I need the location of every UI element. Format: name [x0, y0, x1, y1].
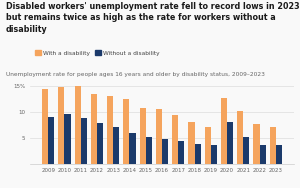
Bar	[205, 127, 211, 164]
Text: Disabled workers' unemployment rate fell to record lows in 2023
but remains twic: Disabled workers' unemployment rate fell…	[6, 2, 300, 34]
Bar	[140, 108, 146, 164]
Bar	[188, 122, 194, 164]
Bar	[58, 87, 64, 164]
Bar	[221, 98, 227, 164]
Bar	[270, 127, 276, 164]
Bar	[42, 89, 48, 164]
Bar	[91, 94, 97, 164]
Legend: With a disability, Without a disability: With a disability, Without a disability	[33, 48, 162, 58]
Bar	[81, 118, 87, 164]
Bar	[243, 137, 250, 164]
Bar	[48, 117, 54, 164]
Bar	[156, 109, 162, 164]
Bar	[172, 115, 178, 164]
Bar	[130, 133, 136, 164]
Bar	[194, 144, 201, 164]
Bar	[146, 137, 152, 164]
Bar	[227, 122, 233, 164]
Bar	[113, 127, 119, 164]
Bar	[162, 139, 168, 164]
Text: Unemployment rate for people ages 16 years and older by disability status, 2009–: Unemployment rate for people ages 16 yea…	[6, 72, 265, 77]
Bar	[74, 86, 81, 164]
Bar	[107, 96, 113, 164]
Bar	[211, 146, 217, 164]
Bar	[237, 111, 243, 164]
Bar	[276, 146, 282, 164]
Bar	[123, 99, 130, 164]
Bar	[260, 146, 266, 164]
Bar	[64, 114, 70, 164]
Bar	[254, 124, 260, 164]
Bar	[97, 123, 103, 164]
Bar	[178, 141, 184, 164]
